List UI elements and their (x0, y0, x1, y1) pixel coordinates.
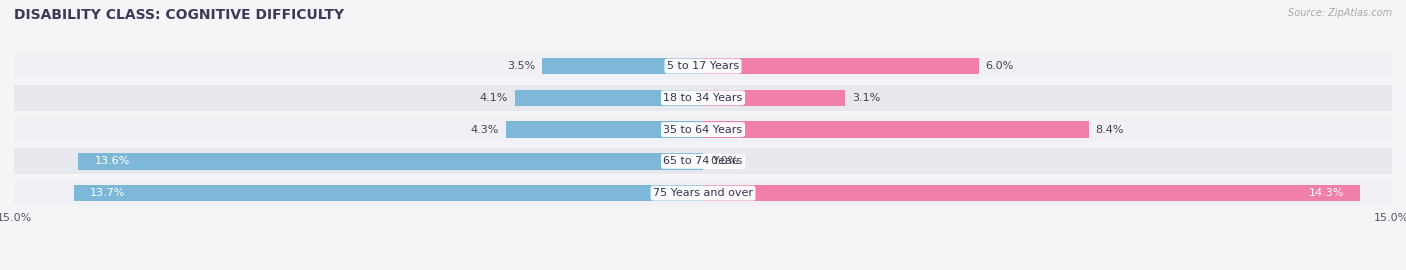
Bar (703, 121, 1088, 138)
Text: 3.5%: 3.5% (508, 61, 536, 71)
Text: Source: ZipAtlas.com: Source: ZipAtlas.com (1288, 8, 1392, 18)
Bar (79, 153, 703, 170)
Text: 0.0%: 0.0% (710, 156, 738, 166)
Bar (543, 58, 703, 74)
Text: 4.3%: 4.3% (470, 124, 499, 135)
Text: 13.7%: 13.7% (90, 188, 125, 198)
Text: 65 to 74 Years: 65 to 74 Years (664, 156, 742, 166)
Text: 35 to 64 Years: 35 to 64 Years (664, 124, 742, 135)
Text: 3.1%: 3.1% (852, 93, 880, 103)
Bar (506, 121, 703, 138)
Text: 14.3%: 14.3% (1309, 188, 1344, 198)
Bar (703, 185, 1360, 201)
Bar (14, 53, 1392, 79)
Bar (73, 185, 703, 201)
Text: 8.4%: 8.4% (1095, 124, 1125, 135)
Text: 4.1%: 4.1% (479, 93, 508, 103)
Bar (703, 58, 979, 74)
Bar (515, 90, 703, 106)
Text: 5 to 17 Years: 5 to 17 Years (666, 61, 740, 71)
Bar (703, 90, 845, 106)
Legend: Male, Female: Male, Female (641, 266, 765, 270)
Bar (14, 148, 1392, 174)
Bar (14, 180, 1392, 206)
Text: DISABILITY CLASS: COGNITIVE DIFFICULTY: DISABILITY CLASS: COGNITIVE DIFFICULTY (14, 8, 344, 22)
Text: 18 to 34 Years: 18 to 34 Years (664, 93, 742, 103)
Text: 13.6%: 13.6% (94, 156, 129, 166)
Bar (14, 117, 1392, 143)
Bar (14, 85, 1392, 111)
Text: 75 Years and over: 75 Years and over (652, 188, 754, 198)
Text: 6.0%: 6.0% (986, 61, 1014, 71)
